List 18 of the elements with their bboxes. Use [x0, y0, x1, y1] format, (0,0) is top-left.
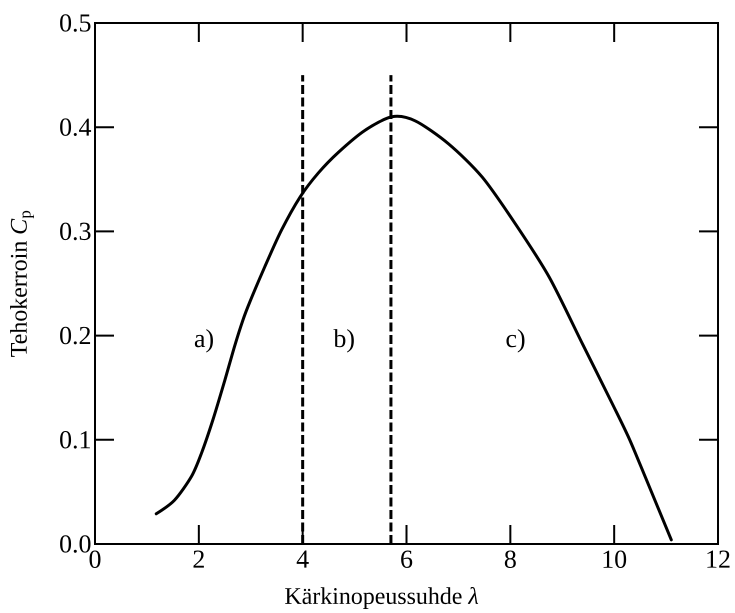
- x-tick-label: 2: [194, 550, 204, 568]
- y-tick-label: 0.0: [60, 535, 90, 553]
- annotation: a): [194, 329, 213, 353]
- x-tick-label: 8: [504, 550, 516, 568]
- x-tick-label: 10: [604, 550, 626, 568]
- y-axis-title: Tehokerroin C$_{p}$: [10, 210, 34, 357]
- y-tick-label: 0.1: [60, 430, 90, 449]
- annotation: b): [333, 329, 354, 353]
- x-tick-label: 4: [296, 550, 309, 568]
- y-tick-label: 0.3: [60, 222, 90, 240]
- y-tick-label: 0.5: [60, 14, 90, 32]
- annotation: c): [506, 329, 524, 353]
- x-tick-label: 0: [90, 550, 100, 568]
- y-tick-label: 0.4: [60, 118, 92, 136]
- y-tick-label: 0.2: [60, 326, 90, 344]
- x-axis-title: Kärkinopeussuhde λ: [285, 587, 478, 609]
- x-tick-label: 6: [401, 550, 412, 568]
- x-tick-label: 12: [707, 550, 730, 568]
